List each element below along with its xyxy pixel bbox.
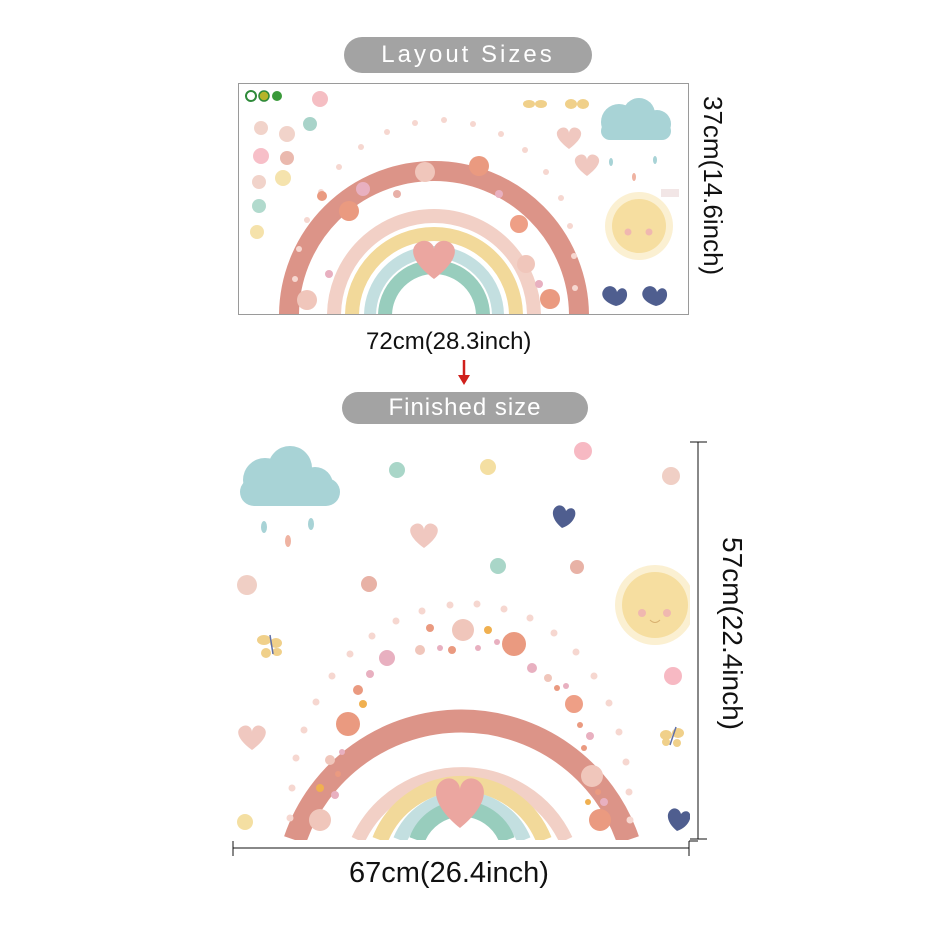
- finished-height-label: 57cm(22.4inch): [717, 537, 748, 730]
- sheet-illustration: [245, 90, 679, 314]
- layout-width-label: 72cm(28.3inch): [366, 328, 532, 355]
- cloud-icon: [240, 446, 340, 506]
- finished-width-label: 67cm(26.4inch): [349, 857, 549, 889]
- sticker-sheet-layout: [238, 83, 689, 315]
- certification-icons: [245, 90, 282, 102]
- height-dimension-line: [690, 441, 710, 841]
- layout-height-label: 37cm(14.6inch): [698, 96, 728, 276]
- finished-size-text: Finished size: [388, 394, 542, 421]
- layout-sizes-label: Layout Sizes: [344, 37, 592, 73]
- down-arrow-icon: [457, 360, 471, 386]
- width-dimension-line: [230, 838, 700, 858]
- finished-wall-illustration: [230, 440, 690, 840]
- finished-size-label: Finished size: [342, 392, 588, 424]
- layout-sizes-text: Layout Sizes: [381, 41, 555, 68]
- finished-illustration: [237, 442, 690, 840]
